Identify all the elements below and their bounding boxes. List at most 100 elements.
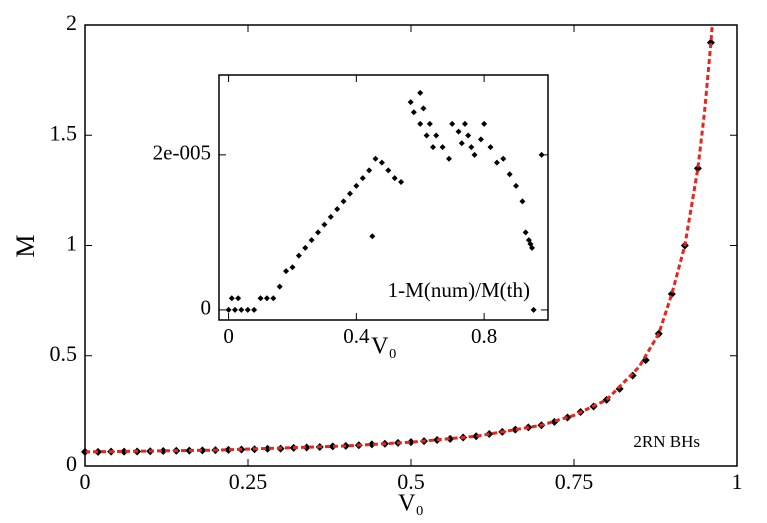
data-point xyxy=(231,306,238,313)
data-point xyxy=(302,443,311,452)
data-point xyxy=(487,144,494,151)
x-tick-label: 0 xyxy=(223,324,234,348)
data-point xyxy=(417,89,424,96)
data-point xyxy=(385,167,392,174)
data-point xyxy=(426,120,433,127)
annotation: 2RN BHs xyxy=(633,432,700,451)
data-point xyxy=(295,252,302,259)
data-point xyxy=(263,295,270,302)
x-tick-label: 0.75 xyxy=(555,469,594,494)
x-tick-label: 0.8 xyxy=(471,324,497,348)
data-point xyxy=(420,105,427,112)
data-point xyxy=(471,151,478,158)
data-point xyxy=(263,444,272,453)
y-tick-label: 2 xyxy=(66,10,77,35)
data-point xyxy=(407,99,414,106)
data-point xyxy=(353,182,360,189)
x-tick-label: 0.5 xyxy=(397,469,425,494)
data-point xyxy=(445,155,452,162)
plot-frame xyxy=(218,74,549,321)
data-point xyxy=(244,306,251,313)
data-point xyxy=(228,295,235,302)
data-point xyxy=(391,175,398,182)
data-point xyxy=(461,120,468,127)
data-point xyxy=(238,306,245,313)
data-point xyxy=(159,447,168,456)
data-point xyxy=(398,178,405,185)
inset-chart: 0 0.4 0.8 0 2e-005 1-M(num)/M(th) V₀ xyxy=(153,74,549,360)
data-point xyxy=(468,144,475,151)
data-point xyxy=(519,198,526,205)
data-point xyxy=(455,128,462,135)
x-axis-label: V₀ xyxy=(371,334,397,360)
data-point xyxy=(372,155,379,162)
data-point xyxy=(465,132,472,139)
data-point xyxy=(308,237,315,244)
annotation: 1-M(num)/M(th) xyxy=(388,278,530,302)
y-tick-label: 2e-005 xyxy=(153,141,211,165)
y-tick-label: 1.5 xyxy=(50,120,78,145)
data-point xyxy=(270,295,277,302)
data-point xyxy=(522,229,529,236)
data-point xyxy=(276,283,283,290)
y-tick-label: 1 xyxy=(66,231,77,256)
x-tick-label: 0 xyxy=(80,469,91,494)
data-point xyxy=(94,447,103,456)
data-point xyxy=(225,306,232,313)
data-point xyxy=(302,244,309,251)
data-point xyxy=(449,120,456,127)
data-point xyxy=(378,159,385,166)
data-point xyxy=(500,155,507,162)
data-point xyxy=(328,442,337,451)
x-tick-label: 1 xyxy=(732,469,743,494)
data-point xyxy=(430,144,437,151)
data-point xyxy=(283,268,290,275)
data-point xyxy=(359,175,366,182)
data-point xyxy=(120,447,129,456)
data-point xyxy=(327,213,334,220)
data-point xyxy=(439,144,446,151)
x-axis-label: V₀ xyxy=(398,491,424,517)
data-point xyxy=(513,182,520,189)
data-point xyxy=(289,264,296,271)
x-tick-label: 0.25 xyxy=(229,469,268,494)
y-axis-label: M xyxy=(11,234,40,257)
data-point xyxy=(538,151,545,158)
data-point xyxy=(366,167,373,174)
data-point xyxy=(257,295,264,302)
data-point xyxy=(493,159,500,166)
data-point xyxy=(458,140,465,147)
y-tick-label: 0 xyxy=(66,451,77,476)
data-point xyxy=(321,221,328,228)
data-point xyxy=(198,446,207,455)
data-point xyxy=(529,244,536,251)
data-point xyxy=(346,190,353,197)
data-point xyxy=(446,434,455,443)
data-point xyxy=(506,171,513,178)
theory-line xyxy=(84,24,714,454)
y-tick-label: 0.5 xyxy=(50,341,78,366)
data-point xyxy=(224,445,233,454)
data-point xyxy=(693,164,702,173)
y-tick-label: 0 xyxy=(201,296,212,320)
data-point xyxy=(477,136,484,143)
data-point xyxy=(417,120,424,127)
data-point xyxy=(367,440,376,449)
data-point xyxy=(530,306,537,313)
data-point xyxy=(315,229,322,236)
data-point xyxy=(334,206,341,213)
data-point xyxy=(369,233,376,240)
data-point xyxy=(235,295,242,302)
data-point xyxy=(472,432,481,441)
data-point xyxy=(433,132,440,139)
data-point xyxy=(251,306,258,313)
data-point xyxy=(511,425,520,434)
data-point xyxy=(423,132,430,139)
data-point xyxy=(410,109,417,116)
plot-frame xyxy=(84,24,738,467)
data-point xyxy=(340,198,347,205)
main-chart: 0 0.25 0.5 0.75 1 0 0.5 1 1.5 2 2RN BHs V₀ M xyxy=(11,10,743,516)
data-point xyxy=(481,120,488,127)
inset-background xyxy=(219,75,548,320)
